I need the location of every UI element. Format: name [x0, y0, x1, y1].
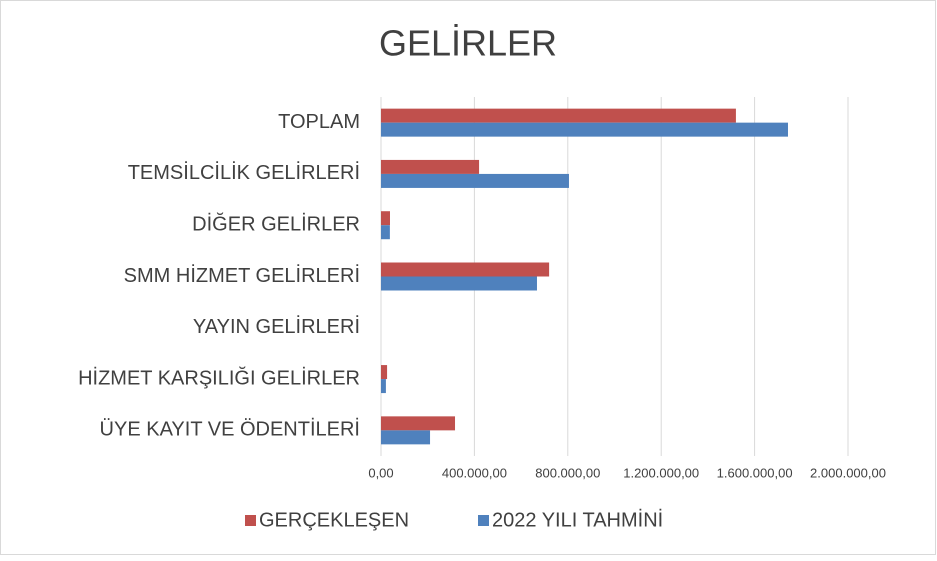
bar: [381, 122, 788, 137]
bar: [381, 379, 386, 394]
y-tick-label: SMM HİZMET GELİRLERİ: [124, 264, 360, 287]
bar: [381, 416, 456, 431]
y-tick-label: YAYIN GELİRLERİ: [193, 315, 360, 338]
y-tick-label: TOPLAM: [278, 111, 360, 133]
bar: [381, 211, 390, 226]
bar: [381, 365, 388, 380]
y-tick-label: TEMSİLCİLİK GELİRLERİ: [128, 161, 360, 184]
y-tick-label: HİZMET KARŞILIĞI GELİRLER: [78, 366, 360, 389]
x-tick-label: 1.200.000,00: [623, 465, 699, 480]
bar: [381, 159, 480, 174]
bar: [381, 108, 736, 123]
bar: [381, 173, 569, 188]
bar: [381, 262, 550, 277]
x-tick-label: 1.600.000,00: [717, 465, 793, 480]
x-tick-label: 800.000,00: [535, 465, 600, 480]
y-tick-label: DİĞER GELİRLER: [192, 212, 360, 235]
legend-swatch: [245, 515, 256, 526]
x-tick-label: 400.000,00: [442, 465, 507, 480]
bar: [381, 225, 390, 240]
chart-title: GELİRLER: [379, 23, 557, 64]
y-tick-label: ÜYE KAYIT VE ÖDENTİLERİ: [100, 418, 360, 441]
x-tick-label: 2.000.000,00: [810, 465, 886, 480]
x-tick-label: 0,00: [368, 465, 393, 480]
legend-label: 2022 YILI TAHMİNİ: [492, 508, 663, 531]
bar: [381, 276, 537, 291]
legend-label: GERÇEKLEŞEN: [259, 509, 409, 531]
legend-swatch: [478, 515, 489, 526]
bar: [381, 430, 431, 445]
